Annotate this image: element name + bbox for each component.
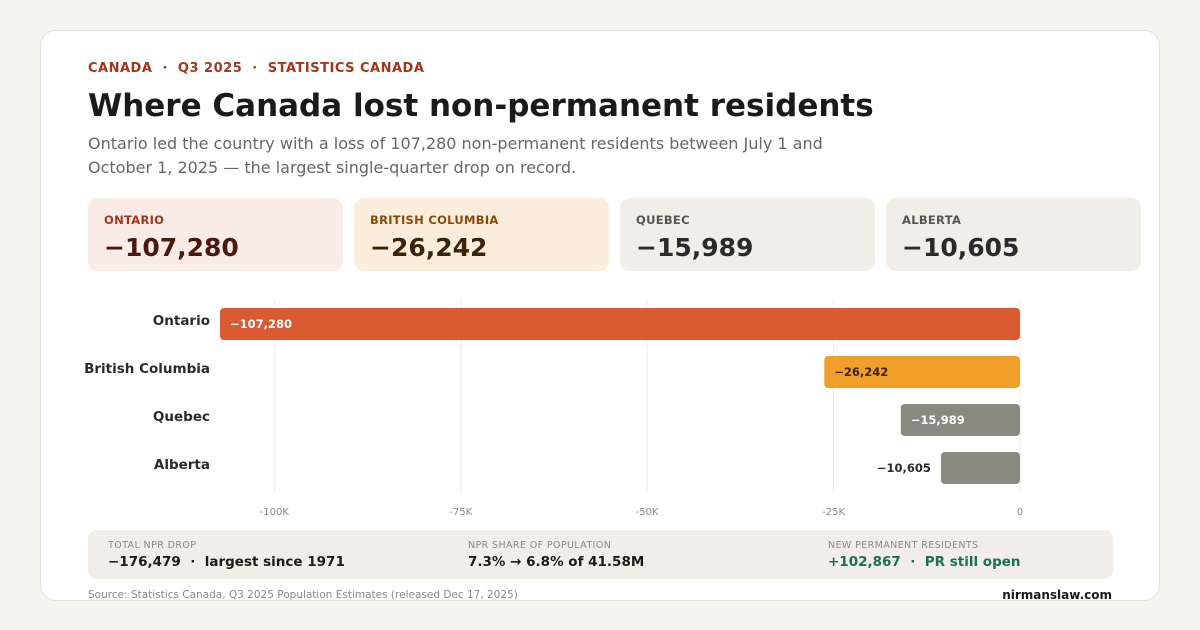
- summary-share: NPR SHARE OF POPULATION 7.3% → 6.8% of 41…: [468, 540, 645, 570]
- summary-total: TOTAL NPR DROP −176,479 · largest since 1…: [108, 540, 345, 570]
- brand-link[interactable]: nirmanslaw.com: [1002, 588, 1112, 602]
- stat-value: −10,605: [902, 233, 1020, 262]
- stat-card: ONTARIO −107,280: [88, 198, 343, 271]
- stat-card: ALBERTA −10,605: [886, 198, 1141, 271]
- eyebrow: CANADA · Q3 2025 · STATISTICS CANADA: [88, 61, 425, 76]
- data-label: −26,242: [834, 365, 888, 379]
- stat-value: −26,242: [370, 233, 488, 262]
- x-tick-label: -100K: [260, 507, 290, 518]
- data-label: −107,280: [230, 317, 292, 331]
- stat-label: BRITISH COLUMBIA: [370, 213, 499, 227]
- stat-value: −15,989: [636, 233, 754, 262]
- bar: [900, 404, 1020, 436]
- stat-label: ONTARIO: [104, 213, 165, 227]
- x-tick-label: -50K: [636, 507, 659, 518]
- stat-value: −107,280: [104, 233, 239, 262]
- category-label: British Columbia: [84, 361, 210, 377]
- bar: [220, 308, 1020, 340]
- category-label: Quebec: [153, 409, 210, 425]
- bar: [824, 356, 1020, 388]
- x-tick-label: -75K: [449, 507, 472, 518]
- source-note: Source: Statistics Canada, Q3 2025 Popul…: [88, 589, 518, 601]
- summary-bar: TOTAL NPR DROP −176,479 · largest since 1…: [88, 530, 1113, 579]
- page-title: Where Canada lost non-permanent resident…: [88, 88, 874, 124]
- data-label: −15,989: [911, 413, 965, 427]
- category-label: Alberta: [154, 457, 210, 473]
- x-tick-label: 0: [1017, 507, 1023, 518]
- stat-label: ALBERTA: [902, 213, 962, 227]
- stat-card: BRITISH COLUMBIA −26,242: [354, 198, 609, 271]
- stat-card: QUEBEC −15,989: [620, 198, 875, 271]
- bar: [940, 452, 1020, 484]
- category-label: Ontario: [153, 313, 210, 329]
- x-tick-label: -25K: [822, 507, 845, 518]
- stat-label: QUEBEC: [636, 213, 690, 227]
- subtitle: Ontario led the country with a loss of 1…: [88, 134, 823, 177]
- summary-pr: NEW PERMANENT RESIDENTS +102,867 · PR sti…: [828, 540, 1021, 570]
- data-label: −10,605: [877, 461, 931, 475]
